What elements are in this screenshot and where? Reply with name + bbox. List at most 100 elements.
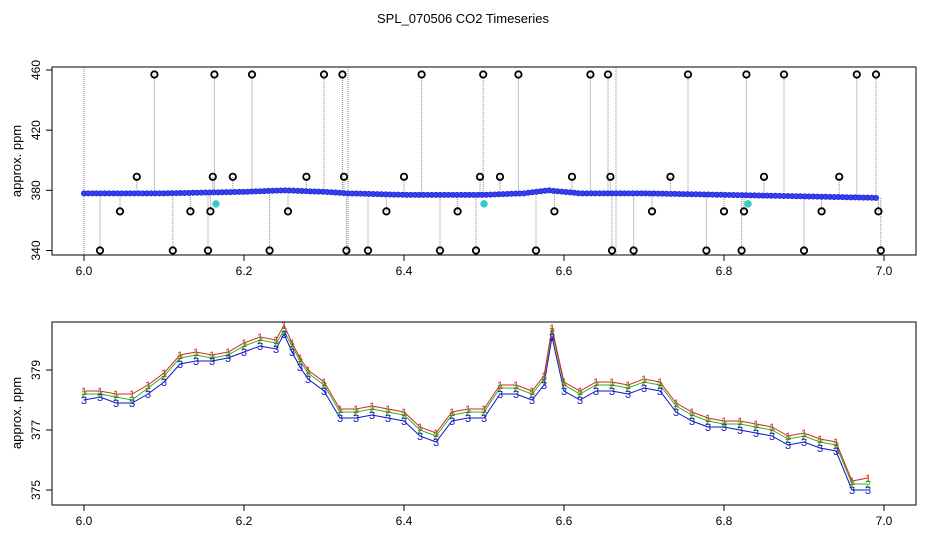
series-2-marker-6: 2 bbox=[177, 353, 183, 365]
series-1-marker-37: 1 bbox=[625, 380, 631, 392]
series-2-marker-29: 2 bbox=[513, 383, 519, 395]
series-1-marker-26: 1 bbox=[465, 404, 471, 416]
series-2-marker-22: 2 bbox=[401, 410, 407, 422]
series-1-marker-2: 1 bbox=[113, 389, 119, 401]
outlier-point-29 bbox=[514, 70, 523, 79]
series-2-marker-21: 2 bbox=[385, 407, 391, 419]
outlier-point-54 bbox=[876, 246, 885, 255]
outlier-point-28 bbox=[495, 172, 505, 181]
outlier-point-41 bbox=[702, 246, 711, 255]
series-1-marker-18: 1 bbox=[337, 404, 343, 416]
series-1-marker-0: 1 bbox=[81, 386, 87, 398]
outlier-point-48 bbox=[799, 246, 809, 255]
series-3-marker-21: 3 bbox=[385, 413, 391, 425]
top-x-tick-label-5: 7.0 bbox=[876, 264, 893, 278]
highlight-point-2 bbox=[744, 200, 752, 208]
series-1-marker-9: 1 bbox=[225, 347, 231, 359]
outlier-point-26 bbox=[475, 172, 485, 181]
series-1-marker-16: 1 bbox=[305, 365, 311, 377]
series-1-marker-36: 1 bbox=[609, 377, 615, 389]
series-1-marker-47: 1 bbox=[785, 431, 791, 443]
series-2-marker-14: 2 bbox=[289, 341, 295, 353]
outlier-point-22 bbox=[417, 70, 426, 79]
series-3-marker-17: 3 bbox=[321, 386, 327, 398]
series-2-marker-49: 2 bbox=[817, 437, 823, 449]
top-plot-frame bbox=[51, 66, 917, 256]
series-3-marker-9: 3 bbox=[225, 353, 231, 365]
series-2-marker-28: 2 bbox=[497, 383, 503, 395]
outlier-point-31 bbox=[550, 207, 559, 216]
series-1-marker-14: 1 bbox=[289, 338, 295, 350]
outlier-point-32 bbox=[567, 172, 577, 181]
series-line-2 bbox=[84, 330, 868, 485]
series-2-marker-51: 2 bbox=[849, 479, 855, 491]
series-3-marker-46: 3 bbox=[769, 431, 775, 443]
series-1-marker-45: 1 bbox=[753, 419, 759, 431]
outlier-point-7 bbox=[206, 207, 215, 216]
series-2-marker-42: 2 bbox=[705, 416, 711, 428]
top-x-tick-label-2: 6.4 bbox=[396, 264, 413, 278]
series-1-marker-13: 1 bbox=[281, 320, 287, 332]
outlier-point-40 bbox=[683, 70, 693, 79]
series-2-marker-23: 2 bbox=[417, 425, 423, 437]
series-1-marker-35: 1 bbox=[593, 377, 599, 389]
top-panel: 6.0 6.2 6.4 6.6 6.8 7.0 340 380 420 460 approx. p… bbox=[9, 60, 917, 278]
series-1-marker-29: 1 bbox=[513, 380, 519, 392]
series-1-marker-24: 1 bbox=[433, 428, 439, 440]
series-2-marker-7: 2 bbox=[193, 350, 199, 362]
series-1-marker-1: 1 bbox=[97, 386, 103, 398]
bottom-y-tick-label-1: 377 bbox=[29, 420, 43, 440]
outlier-point-4 bbox=[168, 246, 177, 255]
highlight-point-1 bbox=[480, 200, 488, 208]
outlier-point-3 bbox=[150, 70, 159, 79]
series-2-marker-47: 2 bbox=[785, 434, 791, 446]
series-1-marker-11: 1 bbox=[257, 332, 263, 344]
series-3-marker-6: 3 bbox=[177, 359, 183, 371]
series-1-marker-23: 1 bbox=[417, 422, 423, 434]
top-x-tick-label-4: 6.8 bbox=[716, 264, 733, 278]
bottom-plot-frame bbox=[51, 321, 917, 506]
series-3-marker-18: 3 bbox=[337, 413, 343, 425]
series-1-marker-10: 1 bbox=[241, 338, 247, 350]
top-y-axis-label: approx. ppm bbox=[9, 125, 24, 197]
series-3-marker-12: 3 bbox=[273, 344, 279, 356]
bottom-y-tick-label-0: 375 bbox=[29, 480, 43, 500]
series-3-marker-44: 3 bbox=[737, 425, 743, 437]
series-3-marker-30: 3 bbox=[529, 395, 535, 407]
series-1-marker-21: 1 bbox=[385, 404, 391, 416]
series-3-marker-43: 3 bbox=[721, 422, 727, 434]
series-1-marker-25: 1 bbox=[449, 407, 455, 419]
series-3-marker-3: 3 bbox=[129, 398, 135, 410]
outlier-point-51 bbox=[852, 70, 861, 79]
series-1-marker-44: 1 bbox=[737, 416, 743, 428]
series-line-1 bbox=[84, 323, 869, 482]
series-1-marker-30: 1 bbox=[529, 386, 535, 398]
outlier-point-39 bbox=[666, 172, 675, 181]
series-3-marker-39: 3 bbox=[657, 386, 663, 398]
outlier-point-46 bbox=[759, 172, 769, 181]
series-2-marker-4: 2 bbox=[145, 383, 151, 395]
series-3-marker-0: 3 bbox=[81, 395, 87, 407]
bottom-y-tick-label-2: 379 bbox=[29, 360, 43, 380]
series-1-marker-12: 1 bbox=[273, 335, 279, 347]
series-2-marker-48: 2 bbox=[801, 431, 807, 443]
series-1-marker-3: 1 bbox=[129, 389, 135, 401]
series-2-marker-31: 2 bbox=[541, 374, 547, 386]
series-3-marker-36: 3 bbox=[609, 386, 615, 398]
top-x-tick-label-0: 6.0 bbox=[76, 264, 93, 278]
outlier-point-1 bbox=[115, 207, 125, 216]
top-x-tick-label-3: 6.6 bbox=[556, 264, 573, 278]
top-y-tick-label-2: 420 bbox=[29, 120, 43, 140]
series-3-marker-8: 3 bbox=[209, 356, 215, 368]
series-2-marker-36: 2 bbox=[609, 380, 615, 392]
outlier-point-21 bbox=[399, 172, 409, 181]
outlier-point-33 bbox=[586, 70, 595, 79]
series-3-marker-25: 3 bbox=[449, 416, 455, 428]
outlier-point-17 bbox=[339, 172, 349, 181]
outlier-point-14 bbox=[302, 172, 311, 181]
outlier-point-18 bbox=[342, 246, 351, 255]
outlier-point-27 bbox=[479, 70, 488, 79]
series-3-marker-45: 3 bbox=[753, 428, 759, 440]
